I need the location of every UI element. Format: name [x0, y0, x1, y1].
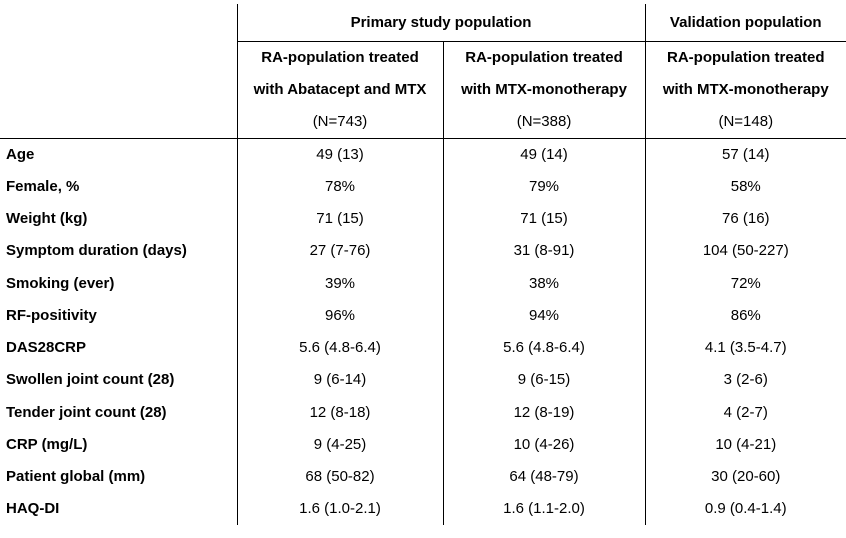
table-row-crp: CRP (mg/L) 9 (4-25) 10 (4-26) 10 (4-21) — [0, 428, 846, 461]
cell-value: 96% — [236, 299, 443, 332]
cell-value: 78% — [236, 170, 443, 203]
corner-cell — [0, 4, 237, 139]
table-row-female: Female, % 78% 79% 58% — [0, 170, 846, 203]
table-row-patient-global: Patient global (mm) 68 (50-82) 64 (48-79… — [0, 460, 846, 493]
cell-value: 5.6 (4.8-6.4) — [442, 331, 646, 364]
cell-value: 64 (48-79) — [442, 460, 646, 493]
cell-value: 49 (14) — [442, 138, 646, 171]
cell-value: 10 (4-26) — [442, 428, 646, 461]
column-header-line1: RA-population treated — [465, 48, 623, 66]
cell-value: 49 (13) — [236, 138, 443, 171]
row-label: Smoking (ever) — [0, 267, 237, 300]
baseline-characteristics-table: Primary study population Validation popu… — [0, 4, 846, 525]
cell-value: 104 (50-227) — [644, 234, 846, 267]
cell-value: 38% — [442, 267, 646, 300]
column-header-mtx-mono-validation: RA-population treated with MTX-monothera… — [644, 41, 846, 139]
cell-value: 4.1 (3.5-4.7) — [644, 331, 846, 364]
cell-value: 12 (8-19) — [442, 396, 646, 429]
table-row-rf-positivity: RF-positivity 96% 94% 86% — [0, 299, 846, 332]
column-header-line1: RA-population treated — [667, 48, 825, 66]
row-label: Age — [0, 138, 237, 171]
table-row-das28crp: DAS28CRP 5.6 (4.8-6.4) 5.6 (4.8-6.4) 4.1… — [0, 331, 846, 364]
column-header-line2: with MTX-monotherapy — [662, 80, 829, 98]
cell-value: 9 (4-25) — [236, 428, 443, 461]
row-label: RF-positivity — [0, 299, 237, 332]
column-header-line2: with Abatacept and MTX — [253, 80, 427, 98]
cell-value: 4 (2-7) — [644, 396, 846, 429]
cell-value: 9 (6-14) — [236, 363, 443, 396]
column-group-row: Primary study population Validation popu… — [0, 4, 846, 139]
cell-value: 1.6 (1.1-2.0) — [442, 492, 646, 525]
column-header-n: (N=743) — [312, 112, 368, 130]
column-header-line1: RA-population treated — [261, 48, 419, 66]
table-row-smoking: Smoking (ever) 39% 38% 72% — [0, 267, 846, 300]
cell-value: 1.6 (1.0-2.1) — [236, 492, 443, 525]
cell-value: 9 (6-15) — [442, 363, 646, 396]
cell-value: 72% — [644, 267, 846, 300]
cell-value: 5.6 (4.8-6.4) — [236, 331, 443, 364]
cell-value: 57 (14) — [644, 138, 846, 171]
cell-value: 3 (2-6) — [644, 363, 846, 396]
column-header-n: (N=388) — [516, 112, 572, 130]
column-header-abatacept-mtx: RA-population treated with Abatacept and… — [236, 41, 443, 139]
column-group-primary: Primary study population — [236, 4, 646, 42]
row-label: Tender joint count (28) — [0, 396, 237, 429]
column-header-mtx-mono-primary: RA-population treated with MTX-monothera… — [442, 41, 646, 139]
table-row-haq-di: HAQ-DI 1.6 (1.0-2.1) 1.6 (1.1-2.0) 0.9 (… — [0, 492, 846, 525]
table-row-age: Age 49 (13) 49 (14) 57 (14) — [0, 138, 846, 171]
table-row-symptom-duration: Symptom duration (days) 27 (7-76) 31 (8-… — [0, 234, 846, 267]
cell-value: 12 (8-18) — [236, 396, 443, 429]
cell-value: 79% — [442, 170, 646, 203]
cell-value: 39% — [236, 267, 443, 300]
cell-value: 10 (4-21) — [644, 428, 846, 461]
column-header-row: RA-population treated with Abatacept and… — [0, 41, 846, 139]
row-label: DAS28CRP — [0, 331, 237, 364]
table-row-tender-joint-count: Tender joint count (28) 12 (8-18) 12 (8-… — [0, 396, 846, 429]
column-group-validation: Validation population — [644, 4, 846, 42]
row-label: Weight (kg) — [0, 202, 237, 235]
cell-value: 30 (20-60) — [644, 460, 846, 493]
cell-value: 94% — [442, 299, 646, 332]
cell-value: 31 (8-91) — [442, 234, 646, 267]
cell-value: 27 (7-76) — [236, 234, 443, 267]
table-row-weight: Weight (kg) 71 (15) 71 (15) 76 (16) — [0, 202, 846, 235]
row-label: CRP (mg/L) — [0, 428, 237, 461]
row-label: Swollen joint count (28) — [0, 363, 237, 396]
column-header-n: (N=148) — [718, 112, 774, 130]
table-row-swollen-joint-count: Swollen joint count (28) 9 (6-14) 9 (6-1… — [0, 363, 846, 396]
row-label: Female, % — [0, 170, 237, 203]
row-label: Patient global (mm) — [0, 460, 237, 493]
cell-value: 0.9 (0.4-1.4) — [644, 492, 846, 525]
cell-value: 86% — [644, 299, 846, 332]
column-header-line2: with MTX-monotherapy — [461, 80, 627, 98]
cell-value: 76 (16) — [644, 202, 846, 235]
cell-value: 71 (15) — [442, 202, 646, 235]
cell-value: 68 (50-82) — [236, 460, 443, 493]
cell-value: 71 (15) — [236, 202, 443, 235]
row-label: HAQ-DI — [0, 492, 237, 525]
row-label: Symptom duration (days) — [0, 234, 237, 267]
cell-value: 58% — [644, 170, 846, 203]
